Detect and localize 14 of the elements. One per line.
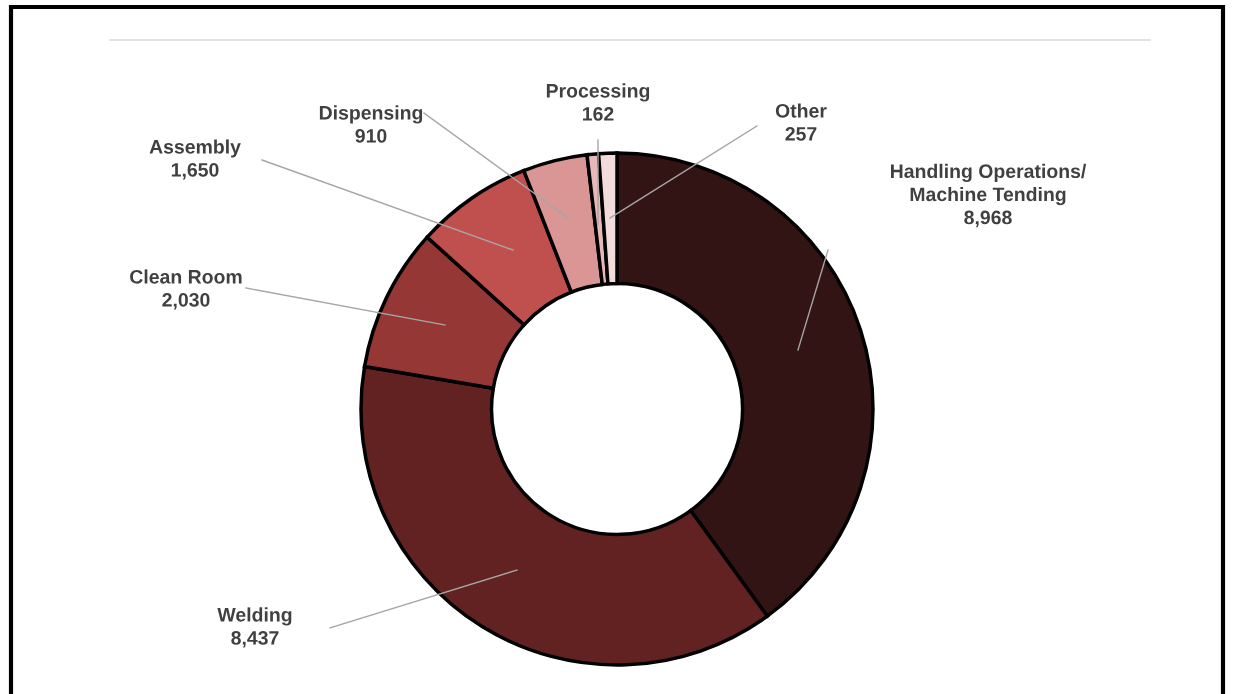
data-label: 8,437 (231, 631, 279, 648)
slice-label: Clean Room (130, 269, 242, 284)
slice-label: Assembly (149, 139, 241, 158)
data-label: 8,968 (964, 210, 1012, 228)
slice-label: Dispensing (319, 105, 423, 124)
data-label: 2,030 (162, 292, 210, 310)
slice-label: Handling Operations/ Machine Tending (891, 163, 1087, 206)
slice-label: Processing (546, 83, 650, 102)
data-label: 1,650 (171, 162, 219, 180)
slice-label: Other (775, 103, 827, 118)
slice-label: Welding (217, 607, 292, 626)
data-label: 162 (583, 107, 614, 121)
data-label: 257 (785, 126, 817, 141)
data-label: 910 (355, 129, 387, 143)
